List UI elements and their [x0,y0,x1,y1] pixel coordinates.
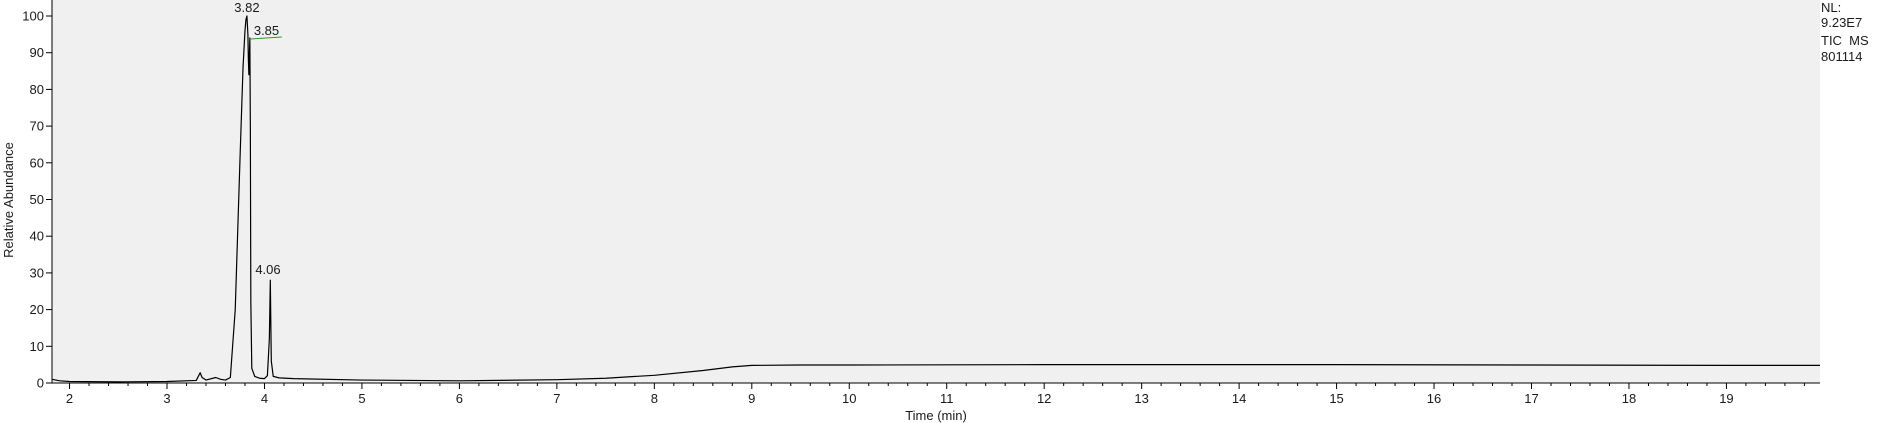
y-tick-label: 0 [37,376,44,391]
x-tick-label: 16 [1427,391,1441,406]
y-tick-label: 70 [30,119,44,134]
x-tick-label: 10 [842,391,856,406]
y-tick-label: 50 [30,192,44,207]
y-tick-label: 20 [30,302,44,317]
x-tick-label: 3 [163,391,170,406]
x-tick-label: 14 [1232,391,1246,406]
info-line-sample-id: 801114 [1821,49,1863,64]
x-tick-label: 19 [1719,391,1733,406]
info-line-nl-value: 9.23E7 [1821,15,1863,30]
x-tick-label: 8 [651,391,658,406]
x-tick-label: 4 [261,391,268,406]
peak-label: 3.85 [254,23,279,38]
x-tick-label: 15 [1329,391,1343,406]
peak-label: 3.82 [234,0,259,15]
x-tick-label: 18 [1622,391,1636,406]
x-tick-label: 17 [1524,391,1538,406]
x-tick-label: 2 [66,391,73,406]
peak-label: 4.06 [255,262,280,277]
info-line-scan-type: TIC MS [1821,33,1869,48]
x-tick-label: 11 [940,391,954,406]
x-axis-ticks: 2 3 4 5 6 7 8 9 10 11 12 13 14 15 16 17 18 19 [66,383,1805,406]
x-tick-label: 12 [1037,391,1051,406]
x-tick-label: 7 [553,391,560,406]
plot-area [52,0,1820,383]
x-tick-label: 5 [358,391,365,406]
y-tick-label: 30 [30,265,44,280]
y-axis-ticks: 0 10 20 30 40 50 60 70 80 90 100 [22,9,52,391]
y-tick-label: 100 [22,9,44,24]
x-tick-label: 9 [748,391,755,406]
y-tick-label: 10 [30,339,44,354]
y-axis-title: Relative Abundance [1,142,16,258]
y-tick-label: 60 [30,155,44,170]
tic-trace-line [51,15,1820,383]
peak-labels: 3.82 3.85 4.06 [234,0,280,277]
peak-shoulder-marker [249,36,282,40]
x-tick-label: 13 [1134,391,1148,406]
info-line-nl: NL: [1821,0,1842,15]
y-tick-label: 40 [30,229,44,244]
x-axis-title: Time (min) [905,408,967,423]
x-tick-label: 6 [456,391,463,406]
y-tick-label: 80 [30,82,44,97]
y-tick-label: 90 [30,45,44,60]
